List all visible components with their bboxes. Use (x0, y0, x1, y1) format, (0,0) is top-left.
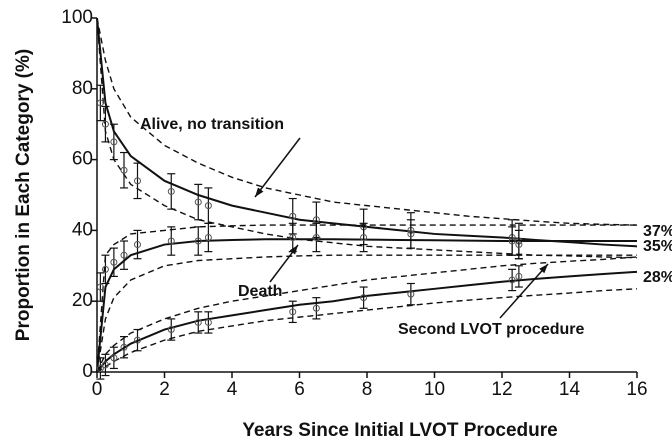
x-tick-label: 2 (159, 379, 170, 400)
data-point (508, 276, 516, 284)
x-tick-label: 0 (92, 379, 103, 400)
x-tick-label: 12 (491, 379, 512, 400)
data-point (101, 120, 109, 128)
data-point (96, 364, 104, 372)
data-point (194, 198, 202, 206)
y-tick-label: 40 (72, 219, 93, 240)
data-point (134, 336, 141, 344)
data-point (204, 318, 212, 326)
annotation: Death (238, 283, 282, 300)
data-point (289, 233, 297, 241)
data-point (167, 187, 175, 195)
data-point (167, 237, 175, 245)
data-point (194, 318, 202, 326)
y-tick-label: 20 (72, 290, 93, 311)
data-point (204, 233, 212, 241)
data-point (134, 241, 141, 249)
data-point (134, 177, 141, 185)
data-point (194, 237, 202, 245)
data-point (360, 233, 368, 241)
x-tick-label: 6 (294, 379, 305, 400)
upper-band (96, 17, 638, 226)
annotation-arrow (499, 263, 549, 319)
data-point (407, 230, 415, 238)
data-point (289, 212, 297, 220)
data-point (312, 233, 320, 241)
data-point (167, 326, 175, 334)
upper-band (96, 224, 637, 373)
curve (96, 238, 637, 373)
arrow-head (539, 264, 548, 274)
x-axis-title: Years Since Initial LVOT Procedure (242, 420, 557, 441)
data-point (110, 258, 118, 266)
y-tick-label: 60 (72, 149, 93, 170)
data-point (110, 354, 118, 362)
data-point (508, 237, 516, 245)
curve (96, 17, 638, 248)
data-point (101, 265, 109, 273)
x-tick-label: 10 (424, 379, 445, 400)
data-point (101, 361, 109, 369)
data-point (96, 283, 104, 291)
data-point (204, 202, 212, 210)
arrow-head (289, 245, 298, 255)
data-point (120, 343, 128, 351)
x-tick-label: 8 (362, 379, 373, 400)
y-axis-title: Proportion in Each Category (%) (13, 49, 34, 341)
data-point (407, 290, 415, 298)
annotation-arrow (254, 137, 301, 198)
annotation: 35% (643, 238, 672, 255)
data-point (312, 304, 320, 312)
data-point (120, 166, 128, 174)
annotation: Alive, no transition (140, 116, 284, 133)
annotation: 28% (643, 269, 672, 286)
y-tick-label: 80 (72, 78, 93, 99)
data-point (289, 308, 297, 316)
data-point (360, 294, 368, 302)
data-point (515, 241, 523, 249)
x-tick-label: 16 (626, 379, 647, 400)
data-point (96, 99, 104, 107)
data-point (515, 272, 523, 280)
lower-band (96, 254, 637, 373)
data-point (120, 251, 128, 259)
y-tick-label: 0 (82, 361, 93, 382)
upper-band (96, 256, 638, 373)
lower-band (96, 17, 638, 259)
annotation: 37% (643, 223, 672, 240)
data-point (110, 138, 118, 146)
annotation: Second LVOT procedure (398, 321, 585, 338)
arrow-head (255, 187, 264, 197)
x-tick-label: 4 (227, 379, 238, 400)
y-tick-label: 100 (61, 7, 93, 28)
x-tick-label: 14 (559, 379, 581, 400)
